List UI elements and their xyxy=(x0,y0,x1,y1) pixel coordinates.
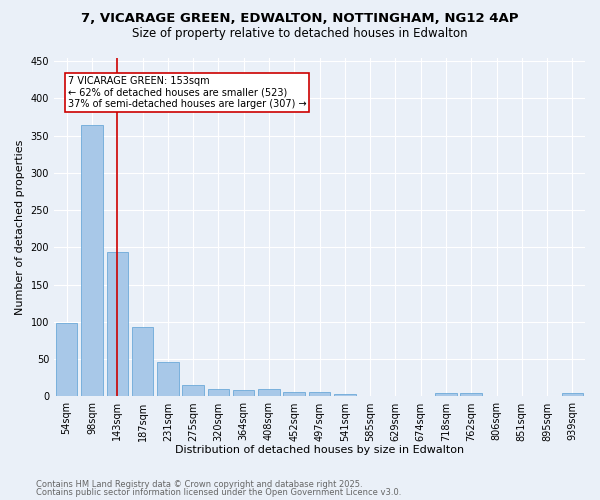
Bar xyxy=(208,389,229,396)
Text: Size of property relative to detached houses in Edwalton: Size of property relative to detached ho… xyxy=(132,28,468,40)
Bar xyxy=(435,392,457,396)
X-axis label: Distribution of detached houses by size in Edwalton: Distribution of detached houses by size … xyxy=(175,445,464,455)
Bar xyxy=(334,394,356,396)
Bar xyxy=(81,124,103,396)
Bar xyxy=(157,362,179,396)
Y-axis label: Number of detached properties: Number of detached properties xyxy=(15,140,25,314)
Text: 7, VICARAGE GREEN, EDWALTON, NOTTINGHAM, NG12 4AP: 7, VICARAGE GREEN, EDWALTON, NOTTINGHAM,… xyxy=(81,12,519,26)
Bar xyxy=(107,252,128,396)
Bar xyxy=(283,392,305,396)
Bar xyxy=(309,392,330,396)
Bar xyxy=(233,390,254,396)
Text: Contains public sector information licensed under the Open Government Licence v3: Contains public sector information licen… xyxy=(36,488,401,497)
Bar xyxy=(258,389,280,396)
Bar xyxy=(56,322,77,396)
Bar xyxy=(562,394,583,396)
Bar xyxy=(460,394,482,396)
Bar xyxy=(132,327,153,396)
Text: Contains HM Land Registry data © Crown copyright and database right 2025.: Contains HM Land Registry data © Crown c… xyxy=(36,480,362,489)
Text: 7 VICARAGE GREEN: 153sqm
← 62% of detached houses are smaller (523)
37% of semi-: 7 VICARAGE GREEN: 153sqm ← 62% of detach… xyxy=(68,76,307,110)
Bar xyxy=(182,386,204,396)
